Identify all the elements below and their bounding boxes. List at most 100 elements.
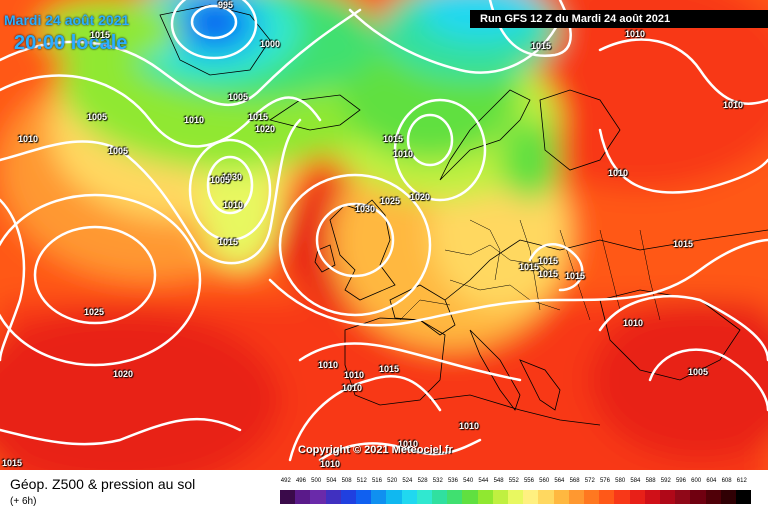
scale-swatch: [310, 490, 326, 504]
isobars: [0, 0, 768, 460]
scale-label: 560: [539, 478, 550, 484]
copyright-text: Copyright © 2021 Meteociel.fr: [298, 444, 453, 456]
pressure-label: 1010: [459, 421, 480, 431]
scale-swatch: [371, 490, 387, 504]
pressure-label: 1020: [255, 124, 276, 134]
scale-label: 524: [402, 478, 413, 484]
scale-label: 548: [493, 478, 504, 484]
scale-swatch: [340, 490, 356, 504]
scale-label: 532: [432, 478, 443, 484]
pressure-label: 1015: [248, 112, 269, 122]
pressure-label: 1010: [320, 459, 341, 469]
scale-swatch: [280, 490, 296, 504]
scale-label: 588: [645, 478, 656, 484]
scale-swatch: [690, 490, 706, 504]
pressure-label: 1015: [565, 271, 586, 281]
scale-label: 604: [706, 478, 717, 484]
pressure-label: 1005: [87, 112, 108, 122]
scale-label: 592: [660, 478, 671, 484]
scale-label: 508: [341, 478, 352, 484]
model-run-label: Run GFS 12 Z du Mardi 24 août 2021: [470, 10, 768, 28]
pressure-label: 1010: [223, 200, 244, 210]
scale-swatch: [538, 490, 554, 504]
pressure-label: 1015: [519, 262, 540, 272]
pressure-label: 1010: [393, 149, 414, 159]
scale-label: 608: [721, 478, 732, 484]
pressure-label: 1005: [210, 175, 231, 185]
scale-swatch: [675, 490, 691, 504]
geopotential-field: [0, 0, 768, 470]
pressure-label: 1020: [113, 369, 134, 379]
pressure-label: 1020: [410, 192, 431, 202]
forecast-date: Mardi 24 août 2021: [4, 12, 130, 28]
scale-swatch: [477, 490, 493, 504]
pressure-label: 1005: [108, 146, 129, 156]
pressure-label: 1010: [18, 134, 39, 144]
pressure-label: 1015: [379, 364, 400, 374]
scale-label: 492: [280, 478, 291, 484]
weather-map: Mardi 24 août 2021 20:00 locale Run GFS …: [0, 0, 768, 470]
pressure-label: 1010: [723, 100, 744, 110]
pressure-label: 1010: [344, 370, 365, 380]
pressure-label: 1010: [318, 360, 339, 370]
pressure-label: 1015: [383, 134, 404, 144]
scale-label: 596: [675, 478, 686, 484]
pressure-label: 1010: [398, 439, 419, 449]
pressure-label: 1015: [218, 237, 239, 247]
scale-label: 572: [584, 478, 595, 484]
scale-swatch: [720, 490, 736, 504]
scale-swatch: [401, 490, 417, 504]
scale-label: 564: [554, 478, 565, 484]
scale-swatch: [508, 490, 524, 504]
scale-label: 612: [736, 478, 747, 484]
scale-label: 516: [371, 478, 382, 484]
scale-label: 600: [691, 478, 702, 484]
pressure-label: 1015: [90, 30, 111, 40]
scale-swatch: [614, 490, 630, 504]
scale-swatch: [325, 490, 341, 504]
pressure-label: 1010: [608, 168, 629, 178]
scale-label: 528: [417, 478, 428, 484]
pressure-label: 1015: [531, 41, 552, 51]
scale-swatch: [629, 490, 645, 504]
pressure-label: 1030: [222, 172, 243, 182]
scale-label: 540: [463, 478, 474, 484]
z500-pressure-map: [0, 0, 768, 470]
scale-label: 536: [447, 478, 458, 484]
pressure-label: 1010: [625, 29, 646, 39]
pressure-label: 1015: [538, 269, 559, 279]
scale-label: 576: [599, 478, 610, 484]
pressure-label: 1005: [228, 92, 249, 102]
pressure-label: 995: [218, 0, 234, 10]
color-scale-legend: 492 496 500 504 508 512 516 520 524 528 532 536 540 5…: [280, 478, 754, 508]
scale-swatch: [416, 490, 432, 504]
pressure-label: 1030: [355, 204, 376, 214]
scale-swatch: [736, 490, 752, 504]
forecast-time: 20:00 locale: [14, 32, 128, 54]
scale-label: 504: [326, 478, 337, 484]
scale-label: 580: [615, 478, 626, 484]
pressure-label: 1010: [184, 115, 205, 125]
scale-label: 520: [387, 478, 398, 484]
scale-swatch: [568, 490, 584, 504]
scale-swatch: [386, 490, 402, 504]
scale-swatch: [447, 490, 463, 504]
scale-swatch: [584, 490, 600, 504]
scale-label: 512: [356, 478, 367, 484]
scale-swatch: [599, 490, 615, 504]
pressure-label: 1025: [380, 196, 401, 206]
pressure-label: 1015: [673, 239, 694, 249]
scale-swatch: [432, 490, 448, 504]
forecast-offset: (+ 6h): [10, 496, 37, 507]
scale-swatch: [492, 490, 508, 504]
scale-label: 500: [311, 478, 322, 484]
scale-label: 496: [295, 478, 306, 484]
scale-swatch: [356, 490, 372, 504]
pressure-label: 1015: [538, 256, 559, 266]
scale-label: 568: [569, 478, 580, 484]
country-borders: [399, 219, 661, 321]
scale-swatch: [553, 490, 569, 504]
scale-swatch: [523, 490, 539, 504]
pressure-label: 1015: [2, 458, 23, 468]
pressure-label: 1005: [688, 367, 709, 377]
